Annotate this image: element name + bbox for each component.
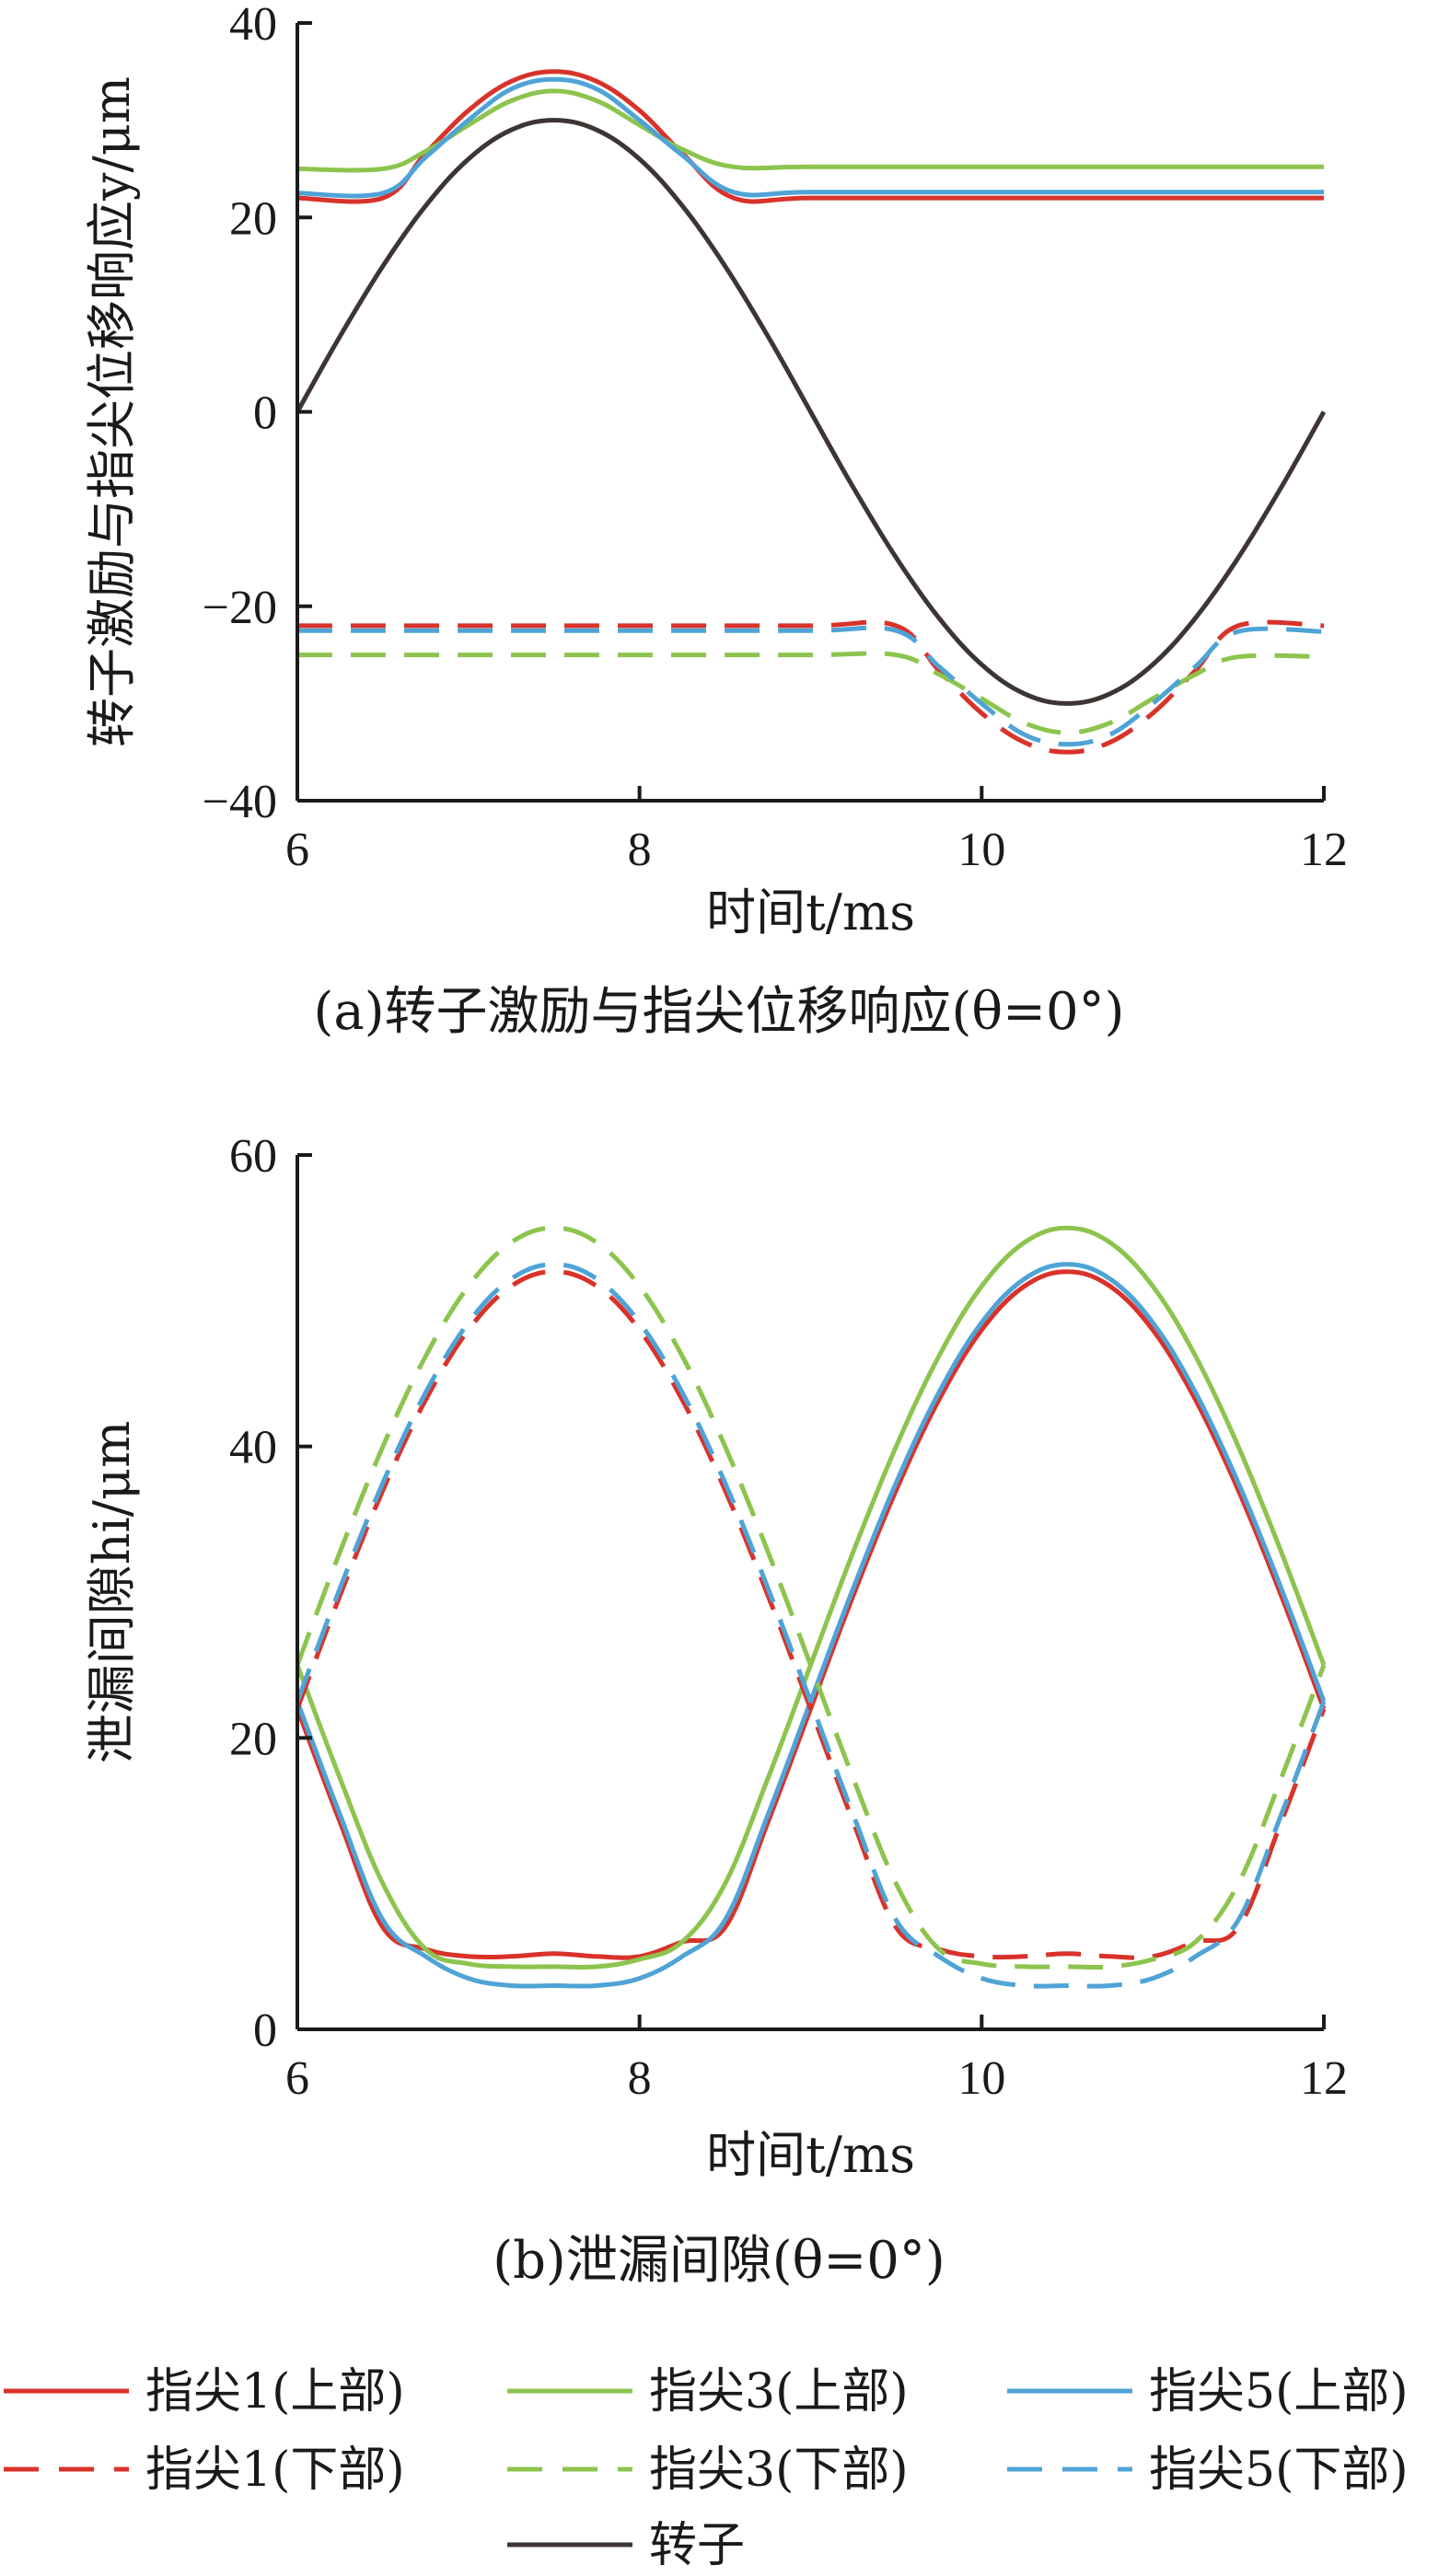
y-tick-label-a-4: 40 bbox=[229, 0, 277, 51]
chart-a-rotor-excitation-and-tip-displacement: 6 8 10 12 −40 −20 0 20 40 时间t/ms 转子激励与指尖位移响应y/μm (a… bbox=[83, 0, 1348, 1042]
legend-label-1: 指尖3(上部) bbox=[649, 2364, 909, 2420]
y-tick-label-a-2: 0 bbox=[253, 387, 277, 440]
series-b-5 bbox=[295, 1262, 1327, 1989]
chart-b-leakage-clearance: 6 8 10 12 0 20 40 60 时间t/ms 泄漏间隙hi/μm (b)泄漏间隙(θ=0°… bbox=[83, 1130, 1348, 2291]
legend: 指尖1(上部) 指尖3(上部) 指尖5(上部) 指尖1(下部) 指尖3(下部) 指尖5(下… bbox=[4, 2364, 1409, 2573]
series-a-2 bbox=[296, 76, 1324, 199]
y-axis-label-b: 泄漏间隙hi/μm bbox=[83, 1421, 141, 1764]
legend-item-4: 指尖3(下部) bbox=[507, 2443, 909, 2498]
series-b-1 bbox=[295, 1225, 1327, 1970]
legend-label-6: 转子 bbox=[649, 2518, 745, 2573]
legend-label-4: 指尖3(下部) bbox=[649, 2443, 909, 2498]
y-tick-label-b-3: 60 bbox=[229, 1130, 277, 1183]
legend-label-5: 指尖5(下部) bbox=[1149, 2443, 1409, 2498]
legend-item-6: 转子 bbox=[507, 2518, 745, 2573]
series-b-0 bbox=[295, 1269, 1327, 1960]
series-group-a bbox=[295, 69, 1327, 755]
y-tick-label-b-1: 20 bbox=[229, 1713, 277, 1765]
series-group-b bbox=[295, 1225, 1327, 1989]
y-axis-label-a: 转子激励与指尖位移响应y/μm bbox=[83, 76, 141, 747]
legend-label-3: 指尖1(下部) bbox=[145, 2443, 405, 2498]
legend-item-1: 指尖3(上部) bbox=[507, 2364, 909, 2420]
legend-item-5: 指尖5(下部) bbox=[1007, 2443, 1409, 2498]
y-tick-label-a-0: −40 bbox=[203, 776, 277, 828]
legend-item-2: 指尖5(上部) bbox=[1007, 2364, 1409, 2420]
series-a-6 bbox=[295, 118, 1327, 706]
series-a-4 bbox=[296, 651, 1325, 735]
y-tick-label-a-1: −20 bbox=[203, 582, 277, 634]
x-tick-label-b-2: 10 bbox=[957, 2052, 1005, 2105]
series-b-3 bbox=[295, 1269, 1327, 1960]
series-b-4 bbox=[295, 1225, 1327, 1970]
series-a-1 bbox=[296, 88, 1324, 173]
caption-a: (a)转子激励与指尖位移响应(θ=0°) bbox=[313, 982, 1124, 1042]
x-tick-label-b-0: 6 bbox=[285, 2052, 309, 2105]
legend-label-0: 指尖1(上部) bbox=[145, 2364, 405, 2420]
series-a-0 bbox=[296, 69, 1324, 204]
y-tick-label-b-2: 40 bbox=[229, 1422, 277, 1474]
x-tick-label-a-0: 6 bbox=[285, 824, 309, 876]
legend-item-0: 指尖1(上部) bbox=[4, 2364, 405, 2420]
legend-label-2: 指尖5(上部) bbox=[1149, 2364, 1409, 2420]
x-tick-label-b-1: 8 bbox=[628, 2052, 652, 2105]
x-tick-label-b-3: 12 bbox=[1300, 2052, 1348, 2105]
legend-item-3: 指尖1(下部) bbox=[4, 2443, 405, 2498]
x-axis-label-b: 时间t/ms bbox=[706, 2126, 915, 2184]
caption-b: (b)泄漏间隙(θ=0°) bbox=[493, 2231, 945, 2291]
series-b-2 bbox=[295, 1262, 1327, 1989]
series-a-5 bbox=[296, 625, 1325, 747]
y-tick-label-a-3: 20 bbox=[229, 192, 277, 245]
x-tick-label-a-3: 12 bbox=[1300, 824, 1348, 876]
x-tick-label-a-2: 10 bbox=[957, 824, 1005, 876]
x-tick-label-a-1: 8 bbox=[628, 824, 652, 876]
y-tick-label-b-0: 0 bbox=[253, 2004, 277, 2057]
x-axis-label-a: 时间t/ms bbox=[706, 884, 915, 941]
